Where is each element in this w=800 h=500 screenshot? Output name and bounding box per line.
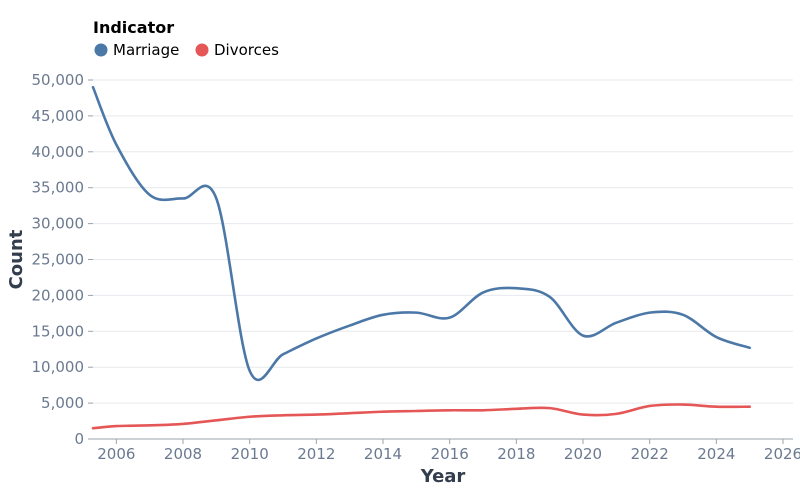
series-line-marriage bbox=[91, 85, 751, 382]
legend: Indicator Marriage Divorces bbox=[93, 18, 279, 59]
y-tick-label: 25,000 bbox=[32, 251, 85, 269]
series-lines bbox=[91, 85, 751, 430]
x-axis-title: Year bbox=[420, 466, 466, 487]
x-tick-label: 2022 bbox=[631, 445, 669, 463]
y-tick-label: 10,000 bbox=[32, 358, 85, 376]
x-tick-label: 2014 bbox=[364, 445, 402, 463]
y-axis-ticks: 0 5,000 10,000 15,000 20,000 25,000 30,000 35,0… bbox=[32, 71, 93, 448]
y-tick-label: 0 bbox=[74, 430, 84, 448]
legend-label-marriage: Marriage bbox=[113, 41, 179, 59]
legend-label-divorces: Divorces bbox=[214, 41, 279, 59]
x-tick-label: 2018 bbox=[497, 445, 535, 463]
x-tick-label: 2020 bbox=[564, 445, 602, 463]
x-tick-label: 2010 bbox=[231, 445, 269, 463]
x-tick-label: 2012 bbox=[297, 445, 335, 463]
y-axis-title: Count bbox=[6, 229, 27, 289]
legend-swatch-divorces bbox=[195, 43, 209, 57]
x-tick-label: 2008 bbox=[164, 445, 202, 463]
gridlines bbox=[93, 79, 793, 404]
x-axis-ticks: 2006 2008 2010 2012 2014 2016 2018 2020 2022 2024… bbox=[97, 439, 800, 463]
x-tick-label: 2006 bbox=[97, 445, 135, 463]
x-tick-label: 2024 bbox=[697, 445, 735, 463]
x-tick-label: 2026 bbox=[764, 445, 800, 463]
y-tick-label: 5,000 bbox=[41, 394, 84, 412]
y-tick-label: 40,000 bbox=[32, 143, 85, 161]
y-tick-label: 35,000 bbox=[32, 179, 85, 197]
y-tick-label: 50,000 bbox=[32, 71, 85, 89]
x-tick-label: 2016 bbox=[431, 445, 469, 463]
y-tick-label: 15,000 bbox=[32, 322, 85, 340]
y-tick-label: 30,000 bbox=[32, 215, 85, 233]
y-tick-label: 45,000 bbox=[32, 107, 85, 125]
legend-swatch-marriage bbox=[94, 43, 108, 57]
y-tick-label: 20,000 bbox=[32, 286, 85, 304]
series-line-divorces bbox=[91, 403, 751, 430]
legend-title: Indicator bbox=[93, 18, 174, 37]
